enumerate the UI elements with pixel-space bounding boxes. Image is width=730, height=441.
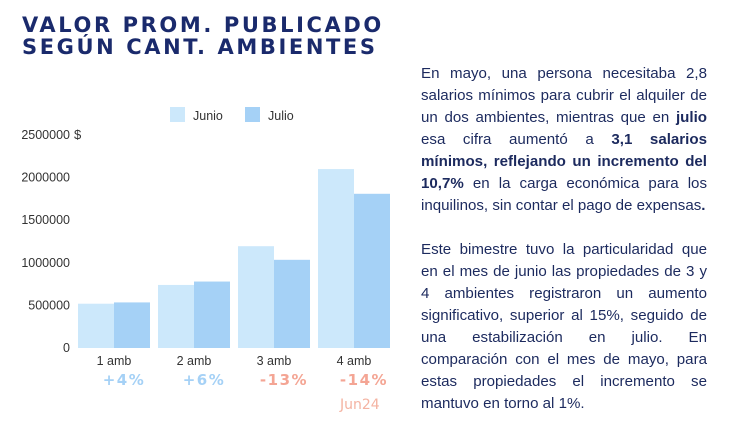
bar <box>78 303 114 348</box>
x-tick-label: 4 amb <box>337 354 372 368</box>
paragraph-1-part-1: En mayo, una persona necesitaba 2,8 sala… <box>421 65 707 126</box>
chart-title-line-1: VALOR PROM. PUBLICADO <box>22 13 384 37</box>
bar <box>274 259 310 348</box>
change-label: +6% <box>183 371 226 389</box>
bar <box>194 281 230 348</box>
paragraph-1-part-3: en la carga económica para los inquilino… <box>421 175 707 214</box>
y-tick-label: 2000000 <box>21 171 70 185</box>
y-unit-label: $ <box>74 127 82 142</box>
legend-label: Junio <box>193 109 223 123</box>
paragraph-1: En mayo, una persona necesitaba 2,8 sala… <box>421 63 707 217</box>
legend-label: Julio <box>268 109 294 123</box>
chart-title-line-2: SEGÚN CANT. AMBIENTES <box>22 35 378 59</box>
chart-title: VALOR PROM. PUBLICADO SEGÚN CANT. AMBIEN… <box>22 14 384 58</box>
x-tick-label: 2 amb <box>177 354 212 368</box>
paragraph-1-part-2: esa cifra aumentó a <box>421 131 612 148</box>
bar <box>114 302 150 348</box>
paragraph-1-bold-1: julio <box>675 109 707 126</box>
bar <box>354 193 390 348</box>
y-tick-label: 1500000 <box>21 213 70 227</box>
legend-swatch <box>245 107 260 122</box>
bar <box>318 169 354 348</box>
x-tick-label: 1 amb <box>97 354 132 368</box>
y-tick-label: 2500000 <box>21 128 70 142</box>
paragraph-1-bold-2: 3,1 salarios mínimos, reflejando un incr… <box>421 131 707 192</box>
paragraph-2: Este bimestre tuvo la particularidad que… <box>421 241 707 412</box>
change-label: +4% <box>103 371 146 389</box>
y-tick-label: 1000000 <box>21 256 70 270</box>
source-label: Jun24 <box>340 397 380 413</box>
y-tick-label: 0 <box>63 341 70 355</box>
x-tick-label: 3 amb <box>257 354 292 368</box>
paragraph-1-bold-3: . <box>701 197 706 214</box>
bar <box>238 246 274 348</box>
legend-swatch <box>170 107 185 122</box>
change-label: -13% <box>260 371 308 389</box>
bar <box>158 284 194 348</box>
y-tick-label: 500000 <box>28 298 70 312</box>
bar-chart: 0 500000 1000000 1500000 2000000 2500000 $ Juni… <box>21 107 390 389</box>
description-text: En mayo, una persona necesitaba 2,8 sala… <box>421 63 707 415</box>
change-label: -14% <box>340 371 388 389</box>
